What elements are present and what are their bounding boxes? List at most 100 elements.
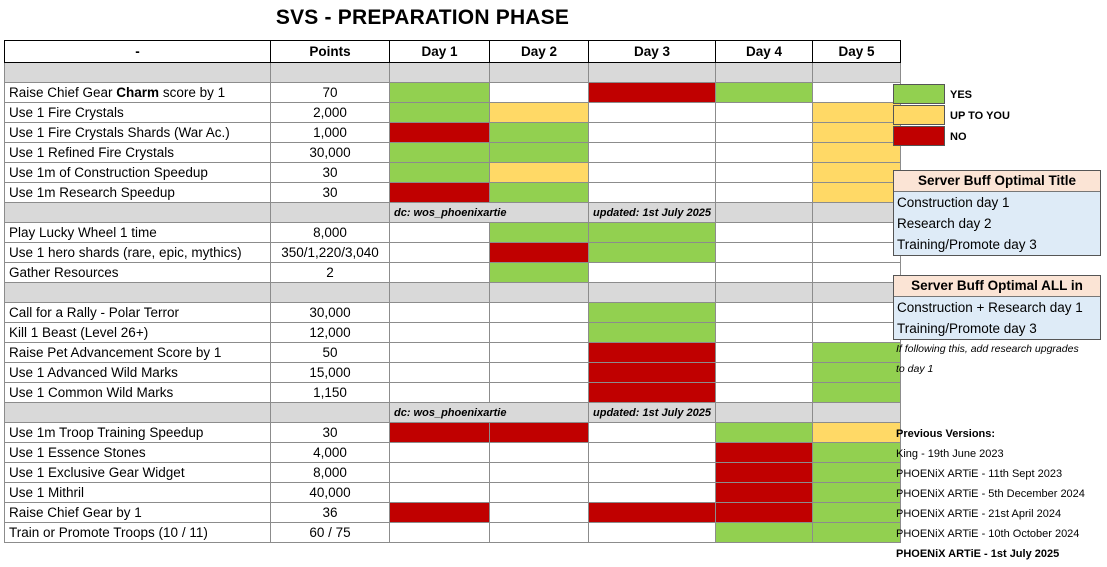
day-3-status-cell [588, 102, 716, 123]
task-name: Use 1 Fire Crystals Shards (War Ac.) [4, 122, 271, 143]
day-1-status-cell [389, 522, 490, 543]
day-2-status-cell [489, 322, 589, 343]
day-2-status-cell [489, 142, 589, 163]
day-5-status-cell [812, 342, 901, 363]
day-4-status-cell [715, 182, 813, 203]
day-2-status-cell [489, 482, 589, 503]
separator-cell [4, 202, 271, 223]
separator-cell [715, 402, 813, 423]
task-name: Raise Chief Gear Charm score by 1 [4, 82, 271, 103]
header-day-1: Day 1 [389, 40, 490, 63]
points-value: 12,000 [270, 322, 390, 343]
research-note-line: to day 1 [896, 363, 934, 375]
table-row: Kill 1 Beast (Level 26+) 12,000 [4, 322, 901, 343]
day-1-status-cell [389, 462, 490, 483]
day-4-status-cell [715, 242, 813, 263]
day-3-status-cell [588, 162, 716, 183]
day-3-status-cell [588, 242, 716, 263]
updated-text: updated: 1st July 2025 [588, 202, 716, 223]
separator-row: dc: wos_phoenixartie updated: 1st July 20… [4, 402, 901, 423]
day-4-status-cell [715, 322, 813, 343]
day-1-status-cell [389, 342, 490, 363]
previous-versions-heading: Previous Versions: [896, 428, 996, 440]
day-1-status-cell [389, 102, 490, 123]
day-2-status-cell [489, 362, 589, 383]
day-3-status-cell [588, 442, 716, 463]
server-buff-title-line: Construction day 1 [894, 192, 1100, 213]
legend-label-up-to-you: UP TO YOU [950, 110, 1010, 122]
day-4-status-cell [715, 422, 813, 443]
version-item: King - 19th June 2023 [896, 448, 1004, 460]
day-5-status-cell [812, 362, 901, 383]
day-4-status-cell [715, 482, 813, 503]
day-5-status-cell [812, 222, 901, 243]
credit-text: dc: wos_phoenixartie [389, 202, 589, 223]
points-value: 350/1,220/3,040 [270, 242, 390, 263]
table-row: Train or Promote Troops (10 / 11) 60 / 75 [4, 522, 901, 543]
legend-swatch-yes [893, 84, 945, 104]
task-name: Train or Promote Troops (10 / 11) [4, 522, 271, 543]
table-row: Call for a Rally - Polar Terror 30,000 [4, 302, 901, 323]
day-4-status-cell [715, 382, 813, 403]
task-name: Use 1 Essence Stones [4, 442, 271, 463]
task-name: Use 1 Exclusive Gear Widget [4, 462, 271, 483]
day-3-status-cell [588, 262, 716, 283]
day-2-status-cell [489, 162, 589, 183]
day-2-status-cell [489, 442, 589, 463]
separator-row: dc: wos_phoenixartie updated: 1st July 20… [4, 202, 901, 223]
day-2-status-cell [489, 222, 589, 243]
day-2-status-cell [489, 242, 589, 263]
day-5-status-cell [812, 242, 901, 263]
day-5-status-cell [812, 262, 901, 283]
server-buff-all-in-line: Construction + Research day 1 [894, 297, 1100, 318]
legend-swatch-no [893, 126, 945, 146]
separator-cell [489, 62, 589, 83]
day-1-status-cell [389, 422, 490, 443]
credit-text: dc: wos_phoenixartie [389, 402, 589, 423]
day-2-status-cell [489, 342, 589, 363]
day-2-status-cell [489, 422, 589, 443]
day-5-status-cell [812, 182, 901, 203]
points-value: 30,000 [270, 142, 390, 163]
day-3-status-cell [588, 482, 716, 503]
separator-cell [489, 282, 589, 303]
separator-row [4, 282, 901, 303]
version-item: PHOENiX ARTiE - 10th October 2024 [896, 528, 1080, 540]
day-1-status-cell [389, 302, 490, 323]
table-row: Use 1 Exclusive Gear Widget 8,000 [4, 462, 901, 483]
day-2-status-cell [489, 382, 589, 403]
day-4-status-cell [715, 342, 813, 363]
day-2-status-cell [489, 102, 589, 123]
points-value: 30 [270, 182, 390, 203]
task-name: Raise Chief Gear by 1 [4, 502, 271, 523]
day-5-status-cell [812, 302, 901, 323]
day-5-status-cell [812, 382, 901, 403]
day-3-status-cell [588, 382, 716, 403]
day-4-status-cell [715, 262, 813, 283]
day-5-status-cell [812, 102, 901, 123]
day-4-status-cell [715, 462, 813, 483]
research-note-line: If following this, add research upgrades [896, 343, 1079, 355]
day-5-status-cell [812, 322, 901, 343]
day-1-status-cell [389, 82, 490, 103]
day-2-status-cell [489, 462, 589, 483]
day-3-status-cell [588, 522, 716, 543]
task-name: Raise Pet Advancement Score by 1 [4, 342, 271, 363]
task-name: Play Lucky Wheel 1 time [4, 222, 271, 243]
day-1-status-cell [389, 322, 490, 343]
version-item: PHOENiX ARTiE - 11th Sept 2023 [896, 468, 1063, 480]
task-name: Use 1 Common Wild Marks [4, 382, 271, 403]
separator-cell [588, 282, 716, 303]
points-value: 8,000 [270, 222, 390, 243]
day-5-status-cell [812, 502, 901, 523]
day-3-status-cell [588, 122, 716, 143]
table-row: Use 1 Refined Fire Crystals 30,000 [4, 142, 901, 163]
points-value: 1,000 [270, 122, 390, 143]
table-row: Use 1 Mithril 40,000 [4, 482, 901, 503]
day-2-status-cell [489, 302, 589, 323]
day-4-status-cell [715, 162, 813, 183]
day-1-status-cell [389, 262, 490, 283]
version-item: PHOENiX ARTiE - 5th December 2024 [896, 488, 1085, 500]
day-1-status-cell [389, 182, 490, 203]
server-buff-title-box: Server Buff Optimal Title Construction d… [893, 170, 1101, 256]
